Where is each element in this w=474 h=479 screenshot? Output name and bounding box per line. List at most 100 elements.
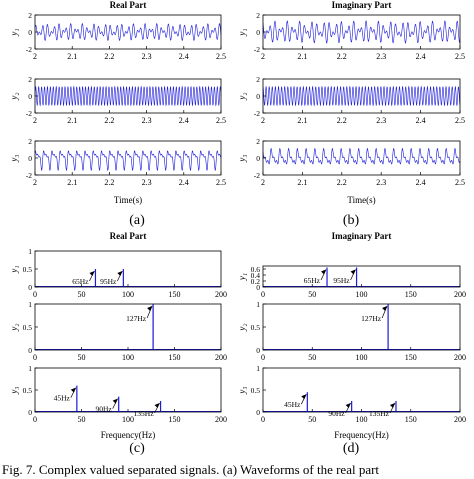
- y-tick-label-d-0-1: 0.4: [251, 271, 261, 280]
- x-tick-label-a-0-0: 2: [33, 52, 37, 61]
- x-tick-label-b-0-5: 2.5: [455, 52, 465, 61]
- peak-label-d-2-2: 135Hz: [369, 409, 390, 418]
- x-tick-label-d-0-2: 100: [356, 290, 368, 299]
- y-axis-label-a-1: y₂: [9, 92, 19, 100]
- y-tick-label-c-0-0: 1: [28, 247, 32, 256]
- x-tick-label-b-2-2: 2.2: [337, 178, 347, 187]
- peak-arrowhead-c-2-0: [70, 387, 76, 393]
- subfig-label-b: (b): [343, 213, 360, 228]
- y-tick-label-c-1-0: 1: [28, 300, 32, 309]
- y-tick-label-d-0-2: 0.2: [251, 277, 261, 286]
- chart-title-a: Real Part: [110, 0, 147, 10]
- peak-label-c-1-0: 127Hz: [126, 314, 147, 323]
- y-tick-label-b-2-2: -2: [254, 171, 260, 180]
- x-tick-label-a-0-5: 2.5: [216, 52, 226, 61]
- x-tick-label-a-2-2: 2.2: [104, 178, 114, 187]
- y-tick-label-a-2-2: -2: [26, 171, 32, 180]
- y-tick-label-a-1-2: -2: [26, 109, 32, 118]
- x-tick-label-d-1-4: 200: [454, 353, 466, 362]
- x-tick-label-c-2-1: 50: [78, 415, 86, 424]
- y-tick-label-b-2-0: 2: [256, 137, 260, 146]
- axes-frame-c-1: [34, 303, 222, 351]
- y-tick-label-d-1-0: 1: [256, 300, 260, 309]
- subplot-b: Imaginary Part Time(s) 2 0 -2 y₁ 2 2.1 2.2 2.3 2.4…: [237, 0, 465, 205]
- x-tick-label-b-2-4: 2.4: [416, 178, 426, 187]
- y-axis-label-d-0: y₁: [237, 273, 247, 281]
- x-tick-label-b-0-0: 2: [261, 52, 265, 61]
- y-tick-label-a-0-0: 2: [28, 11, 32, 20]
- x-tick-label-a-1-2: 2.2: [104, 116, 114, 125]
- chart-title-c: Real Part: [110, 231, 147, 241]
- y-tick-label-a-1-0: 2: [28, 75, 32, 84]
- y-tick-label-a-0-1: 0: [28, 28, 32, 37]
- x-tick-label-a-0-2: 2.2: [104, 52, 114, 61]
- y-axis-label-b-0: y₁: [237, 28, 247, 36]
- x-axis-label-c: Frequency(Hz): [101, 430, 155, 440]
- y-tick-label-b-1-1: 0: [256, 92, 260, 101]
- peak-label-c-0-0: 65Hz: [72, 277, 89, 286]
- x-tick-label-b-0-4: 2.4: [416, 52, 426, 61]
- x-tick-label-c-1-2: 100: [122, 353, 134, 362]
- x-tick-label-c-2-4: 200: [215, 415, 227, 424]
- peak-label-d-2-0: 45Hz: [284, 400, 301, 409]
- y-axis-label-c-0: y₁: [9, 265, 19, 273]
- x-tick-label-b-2-1: 2.1: [297, 178, 307, 187]
- y-tick-label-b-0-2: -2: [254, 45, 260, 54]
- x-tick-label-d-2-2: 100: [356, 415, 368, 424]
- peak-arrowhead-c-2-2: [154, 403, 160, 408]
- x-tick-label-c-2-3: 150: [169, 415, 181, 424]
- x-tick-label-a-2-3: 2.3: [142, 178, 152, 187]
- y-tick-label-d-1-2: 0: [256, 346, 260, 355]
- x-tick-label-b-1-2: 2.2: [337, 116, 347, 125]
- x-tick-label-d-2-3: 150: [405, 415, 417, 424]
- peak-arrowhead-d-1-0: [382, 306, 388, 311]
- subplot-c: Real Part Frequency(Hz) 65Hz 95Hz 1 0.5 0 y₁ 0 50…: [9, 231, 227, 440]
- peak-arrowhead-c-1-0: [147, 306, 153, 311]
- chart-title-b: Imaginary Part: [332, 0, 392, 10]
- x-tick-label-d-1-1: 50: [308, 353, 316, 362]
- x-tick-label-a-0-1: 2.1: [67, 52, 77, 61]
- y-tick-label-c-1-2: 0: [28, 346, 32, 355]
- x-tick-label-a-1-0: 2: [33, 116, 37, 125]
- series-line-a-2: [34, 150, 222, 171]
- x-tick-label-b-0-2: 2.2: [337, 52, 347, 61]
- x-tick-label-d-1-3: 150: [405, 353, 417, 362]
- y-tick-label-b-2-1: 0: [256, 154, 260, 163]
- peak-arrowhead-d-2-0: [301, 394, 307, 400]
- y-tick-label-c-2-2: 0: [28, 408, 32, 417]
- y-tick-label-d-0-3: 0: [256, 283, 260, 292]
- x-tick-label-a-2-1: 2.1: [67, 178, 77, 187]
- x-axis-label-a: Time(s): [114, 195, 142, 205]
- subfig-label-a: (a): [129, 213, 145, 228]
- chart-title-d: Imaginary Part: [332, 231, 392, 241]
- subfig-label-c: (c): [129, 441, 145, 456]
- peak-label-d-2-1: 90Hz: [328, 409, 345, 418]
- x-tick-label-d-0-4: 200: [454, 290, 466, 299]
- x-tick-label-d-0-0: 0: [261, 290, 265, 299]
- y-axis-label-c-2: y₃: [9, 386, 19, 394]
- peak-arrowhead-d-2-1: [345, 403, 351, 408]
- x-tick-label-c-0-3: 150: [169, 290, 181, 299]
- x-tick-label-c-1-4: 200: [215, 353, 227, 362]
- x-tick-label-b-2-0: 2: [261, 178, 265, 187]
- axes-frame-c-0: [34, 250, 222, 288]
- x-tick-label-d-0-3: 150: [405, 290, 417, 299]
- peak-label-c-2-0: 45Hz: [54, 394, 71, 403]
- y-axis-label-d-1: y₂: [237, 323, 247, 331]
- peak-label-d-0-0: 65Hz: [304, 276, 321, 285]
- x-tick-label-c-0-1: 50: [78, 290, 86, 299]
- y-axis-label-b-2: y₃: [237, 154, 247, 162]
- x-tick-label-d-2-1: 50: [308, 415, 316, 424]
- x-axis-label-d: Frequency(Hz): [334, 430, 388, 440]
- peak-label-c-2-1: 90Hz: [95, 405, 112, 414]
- peak-label-c-0-1: 95Hz: [100, 277, 117, 286]
- x-tick-label-a-1-5: 2.5: [216, 116, 226, 125]
- y-tick-label-a-2-1: 0: [28, 154, 32, 163]
- y-tick-label-b-1-0: 2: [256, 75, 260, 84]
- x-tick-label-b-2-3: 2.3: [376, 178, 386, 187]
- peak-arrowhead-d-0-1: [350, 269, 356, 275]
- x-tick-label-c-1-1: 50: [78, 353, 86, 362]
- x-tick-label-b-1-0: 2: [261, 116, 265, 125]
- x-axis-label-b: Time(s): [347, 195, 375, 205]
